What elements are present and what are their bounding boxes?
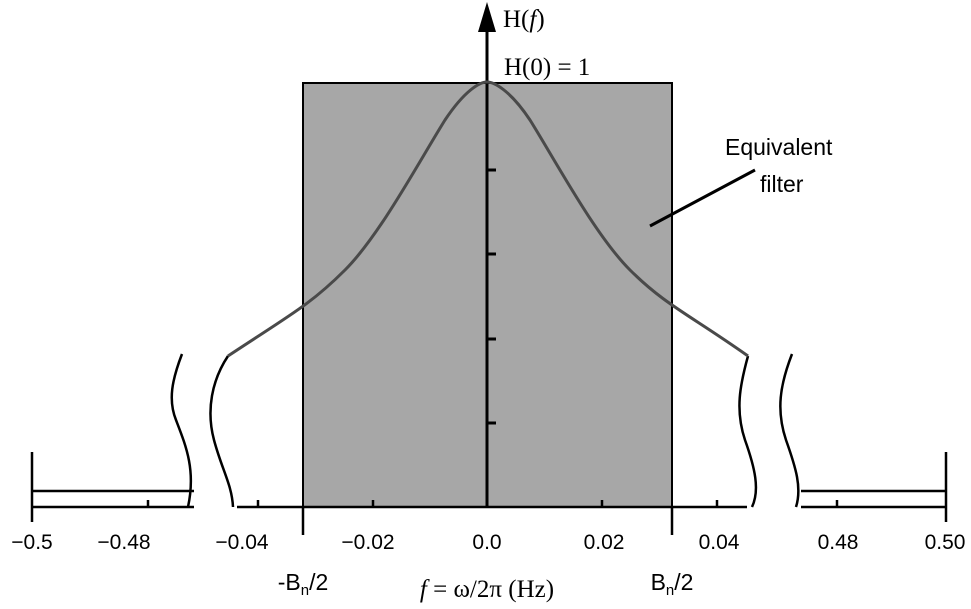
equivalent-filter-pointer xyxy=(649,168,756,228)
tick-label-neg-0.04: −0.04 xyxy=(215,531,268,554)
vertical-axis xyxy=(485,28,496,507)
x-axis-title: f = ω/2π (Hz) xyxy=(420,576,554,603)
equivalent-filter-label-line2: filter xyxy=(760,171,804,197)
middle-axis-segment xyxy=(209,355,758,535)
y-axis-label: H(f) xyxy=(503,6,545,33)
tick-label-0.0: 0.0 xyxy=(472,531,501,554)
equivalent-filter-label-line1: Equivalent xyxy=(725,134,833,160)
tick-label-neg-0.02: −0.02 xyxy=(341,531,394,554)
pos-bandwidth-label: Bn/2 xyxy=(651,569,694,599)
tick-label-0.04: 0.04 xyxy=(699,531,740,554)
tick-label-0.50: 0.50 xyxy=(925,531,966,554)
tick-label-neg-0.48: −0.48 xyxy=(97,531,150,554)
neg-bandwidth-label: -Bn/2 xyxy=(278,569,329,599)
tick-label-0.02: 0.02 xyxy=(584,531,625,554)
tick-label-0.48: 0.48 xyxy=(818,531,859,554)
vertical-axis-arrow xyxy=(478,2,496,32)
response-curve xyxy=(227,80,749,358)
left-axis-segment xyxy=(30,353,194,522)
right-axis-segment xyxy=(779,353,948,522)
peak-value-label: H(0) = 1 xyxy=(504,54,590,81)
tick-label-neg-0.5: −0.5 xyxy=(11,531,52,554)
